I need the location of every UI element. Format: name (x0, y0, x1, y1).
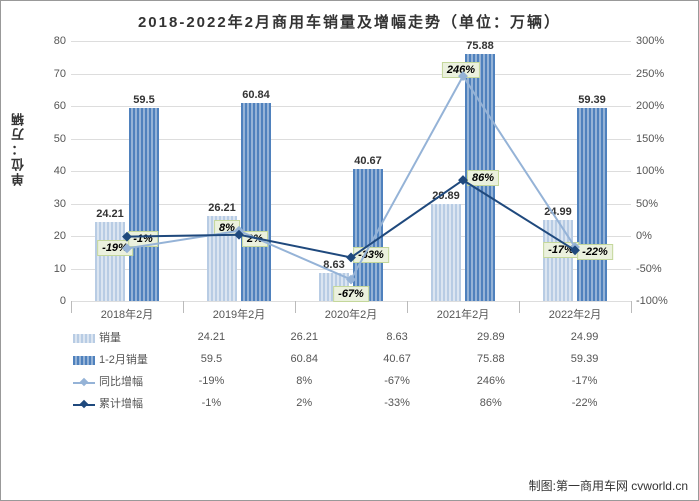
table-cell: -67% (351, 370, 444, 392)
ytick-right: 200% (636, 100, 681, 112)
ytick-left: 20 (36, 230, 66, 242)
x-category: 2019年2月 (183, 306, 295, 322)
table-row: 累计增幅-1%2%-33%86%-22% (71, 392, 631, 414)
ytick-right: 0% (636, 230, 681, 242)
legend-cum_sales: 1-2月销量 (71, 348, 165, 370)
y-axis-label: 单位：万辆 (9, 111, 28, 186)
table-row: 1-2月销量59.560.8440.6775.8859.39 (71, 348, 631, 370)
ytick-left: 40 (36, 165, 66, 177)
legend-yoy: 同比增幅 (71, 370, 165, 392)
ytick-right: -50% (636, 263, 681, 275)
table-cell: 29.89 (443, 326, 538, 348)
credit-text: 制图:第一商用车网 cvworld.cn (529, 477, 688, 494)
data-table: 销量24.2126.218.6329.8924.991-2月销量59.560.8… (71, 326, 631, 414)
ytick-left: 50 (36, 133, 66, 145)
chart-title: 2018-2022年2月商用车销量及增幅走势（单位：万辆） (1, 1, 698, 36)
legend-sales: 销量 (71, 326, 165, 348)
chart-container: 2018-2022年2月商用车销量及增幅走势（单位：万辆） 单位：万辆 0102… (0, 0, 699, 501)
line-cum_yoy (127, 180, 575, 257)
ytick-right: 300% (636, 35, 681, 47)
ytick-right: 250% (636, 68, 681, 80)
line-overlay (71, 41, 631, 301)
ytick-left: 10 (36, 263, 66, 275)
table-cell: 60.84 (258, 348, 351, 370)
table-cell: -19% (165, 370, 258, 392)
ytick-left: 60 (36, 100, 66, 112)
ytick-right: -100% (636, 295, 681, 307)
ytick-right: 150% (636, 133, 681, 145)
table-cell: 59.5 (165, 348, 258, 370)
ytick-left: 0 (36, 295, 66, 307)
table-cell: 24.99 (538, 326, 631, 348)
table-cell: 26.21 (258, 326, 351, 348)
chart-area: 01020304050607080-100%-50%0%50%100%150%2… (71, 41, 631, 301)
table-cell: -22% (538, 392, 631, 414)
table-row: 销量24.2126.218.6329.8924.99 (71, 326, 631, 348)
ytick-right: 100% (636, 165, 681, 177)
table-cell: -17% (538, 370, 631, 392)
ytick-left: 70 (36, 68, 66, 80)
marker-yoy (346, 275, 356, 285)
x-category: 2022年2月 (519, 306, 631, 322)
line-yoy (127, 76, 575, 279)
ytick-right: 50% (636, 198, 681, 210)
table-cell: 2% (258, 392, 351, 414)
x-category: 2018年2月 (71, 306, 183, 322)
marker-cum_yoy (122, 232, 132, 242)
table-cell: 24.21 (165, 326, 258, 348)
legend-cum_yoy: 累计增幅 (71, 392, 165, 414)
ytick-left: 80 (36, 35, 66, 47)
table-cell: 8.63 (351, 326, 444, 348)
table-cell: 75.88 (443, 348, 538, 370)
table-cell: -33% (351, 392, 444, 414)
table-cell: -1% (165, 392, 258, 414)
ytick-left: 30 (36, 198, 66, 210)
table-cell: 246% (443, 370, 538, 392)
table-cell: 86% (443, 392, 538, 414)
x-category: 2020年2月 (295, 306, 407, 322)
table-row: 同比增幅-19%8%-67%246%-17% (71, 370, 631, 392)
table-cell: 59.39 (538, 348, 631, 370)
table-cell: 8% (258, 370, 351, 392)
x-category: 2021年2月 (407, 306, 519, 322)
table-cell: 40.67 (351, 348, 444, 370)
marker-yoy (122, 243, 132, 253)
